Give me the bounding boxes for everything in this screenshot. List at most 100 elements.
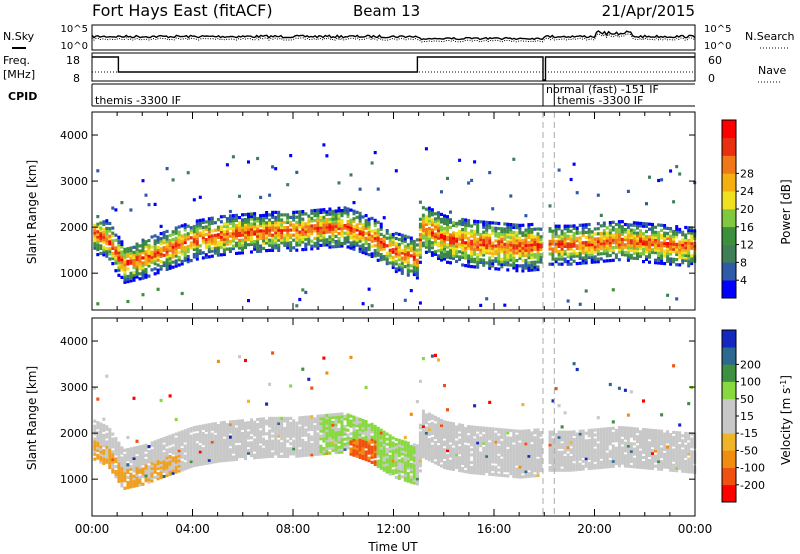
velocity-cell <box>476 463 480 468</box>
velocity-cell <box>201 424 205 428</box>
power-cell <box>563 257 567 261</box>
velocity-cell <box>256 433 260 437</box>
power-cell <box>500 232 504 236</box>
power-cell <box>500 250 504 254</box>
velocity-cell <box>325 418 329 423</box>
velocity-cell <box>539 438 543 442</box>
power-cell <box>488 266 492 270</box>
velocity-cell <box>222 431 226 435</box>
velocity-cell <box>527 434 531 438</box>
velocity-cell <box>388 462 392 466</box>
velocity-cell <box>325 416 329 420</box>
power-cell <box>213 238 217 243</box>
velocity-cell <box>440 431 443 435</box>
velocity-cell <box>476 448 480 452</box>
velocity-cell <box>180 453 184 457</box>
power-cell <box>587 240 591 244</box>
velocity-cell <box>328 426 332 430</box>
power-cell <box>681 253 685 257</box>
velocity-cell <box>138 470 142 474</box>
velocity-cell <box>334 423 338 427</box>
power-cell <box>337 219 341 223</box>
velocity-cell <box>162 467 166 471</box>
velocity-cell <box>213 442 217 446</box>
power-cell <box>222 235 226 239</box>
velocity-cell <box>343 414 347 418</box>
velocity-cell <box>313 435 317 439</box>
velocity-cell <box>265 449 269 454</box>
velocity-cell <box>171 466 175 470</box>
velocity-cell <box>159 460 163 464</box>
power-cell <box>102 235 106 239</box>
velocity-cell <box>210 425 214 429</box>
power-cell <box>678 255 682 259</box>
power-cell <box>437 241 440 245</box>
power-cell <box>497 244 501 248</box>
velocity-cell <box>434 353 437 357</box>
velocity-cell <box>343 430 347 434</box>
velocity-cell <box>213 447 217 451</box>
power-cell <box>687 238 691 242</box>
velocity-cell <box>165 456 169 460</box>
power-cell <box>168 246 172 250</box>
velocity-cell <box>307 433 311 437</box>
power-cell <box>681 256 685 260</box>
velocity-cell <box>515 452 519 456</box>
power-cell <box>141 271 145 275</box>
velocity-cell <box>467 460 471 464</box>
velocity-cell <box>265 455 269 459</box>
velocity-cell <box>536 435 540 440</box>
power-cell <box>135 257 139 261</box>
power-cell <box>370 254 374 258</box>
power-cell <box>219 240 223 244</box>
power-cell <box>289 154 293 158</box>
velocity-cell <box>135 461 139 465</box>
velocity-cell <box>250 451 253 455</box>
velocity-cell <box>105 450 109 454</box>
power-cell <box>642 224 645 228</box>
power-cell <box>645 245 648 249</box>
velocity-cell <box>144 463 148 467</box>
power-cell <box>406 265 410 270</box>
velocity-cell <box>506 431 510 435</box>
velocity-cell <box>482 462 486 466</box>
velocity-cell <box>521 452 525 456</box>
power-cell <box>678 250 682 254</box>
power-cell <box>241 238 244 242</box>
velocity-cell <box>548 450 552 454</box>
power-cell <box>626 228 630 232</box>
velocity-cell <box>247 421 250 425</box>
power-cell <box>259 214 263 218</box>
velocity-cell <box>488 460 492 464</box>
power-cell <box>259 221 263 225</box>
velocity-cell <box>174 460 178 464</box>
power-cell <box>394 249 398 253</box>
power-cell <box>660 256 664 260</box>
velocity-cell <box>548 443 552 447</box>
velocity-cell <box>455 445 459 449</box>
power-cell <box>331 240 335 244</box>
power-cell <box>268 248 272 252</box>
velocity-cell <box>482 439 486 443</box>
velocity-cell <box>470 460 474 465</box>
power-cell <box>171 250 175 254</box>
power-cell <box>322 225 326 229</box>
velocity-cell <box>530 451 534 455</box>
power-cell <box>183 256 187 260</box>
power-cell <box>403 257 407 261</box>
velocity-cell <box>165 435 169 439</box>
power-cell <box>210 254 214 258</box>
velocity-cell <box>216 426 220 430</box>
velocity-cell <box>485 464 489 468</box>
velocity-cell <box>219 421 223 425</box>
power-cell <box>440 243 443 247</box>
velocity-cell <box>165 451 169 455</box>
power-cell <box>494 221 498 225</box>
power-cell <box>141 276 145 280</box>
power-cell <box>183 223 187 227</box>
power-cell <box>310 211 314 215</box>
power-cell <box>645 240 648 244</box>
velocity-cell <box>250 436 253 440</box>
power-cell <box>343 226 347 230</box>
velocity-cell <box>500 473 504 477</box>
